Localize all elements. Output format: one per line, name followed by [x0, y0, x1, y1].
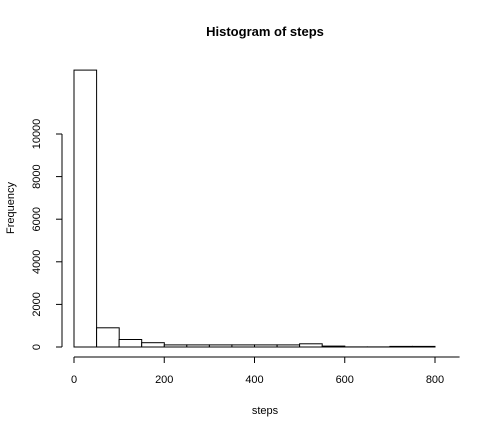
- y-axis-label: Frequency: [5, 182, 17, 234]
- histogram-bar-4: [163, 344, 188, 348]
- y-tick-label-10000: 10000: [31, 119, 43, 150]
- x-tick-label-800: 800: [426, 374, 444, 386]
- x-axis-label: steps: [252, 405, 279, 417]
- x-tick-label-600: 600: [336, 374, 354, 386]
- chart-title: Histogram of steps: [206, 24, 324, 39]
- x-axis: 0 200 400 600 800: [71, 356, 460, 386]
- histogram-bar-6: [208, 344, 233, 348]
- histogram-bar-8: [254, 344, 278, 348]
- histogram-bar-1: [96, 327, 120, 348]
- histogram-bar-3: [141, 342, 165, 348]
- histogram-bar-10: [299, 343, 323, 348]
- y-tick-label-4000: 4000: [31, 250, 43, 274]
- x-tick-label-200: 200: [155, 374, 173, 386]
- histogram-bar-0: [73, 69, 98, 348]
- y-tick-label-2000: 2000: [31, 292, 43, 316]
- y-tick-label-0: 0: [31, 344, 43, 350]
- histogram-bar-9: [276, 344, 301, 348]
- histogram-bar-15: [411, 345, 436, 348]
- y-axis: 0 2000 4000 6000 8000 10000: [31, 119, 63, 350]
- histogram-bar-14: [389, 345, 413, 348]
- histogram-bar-5: [186, 344, 210, 348]
- y-tick-label-6000: 6000: [31, 207, 43, 231]
- histogram-bar-2: [118, 339, 143, 348]
- x-tick-label-0: 0: [71, 374, 77, 386]
- histogram-bar-7: [231, 344, 255, 348]
- bars-group: [73, 69, 436, 348]
- histogram-bar-11: [321, 345, 346, 348]
- x-tick-label-400: 400: [245, 374, 263, 386]
- y-tick-label-8000: 8000: [31, 164, 43, 188]
